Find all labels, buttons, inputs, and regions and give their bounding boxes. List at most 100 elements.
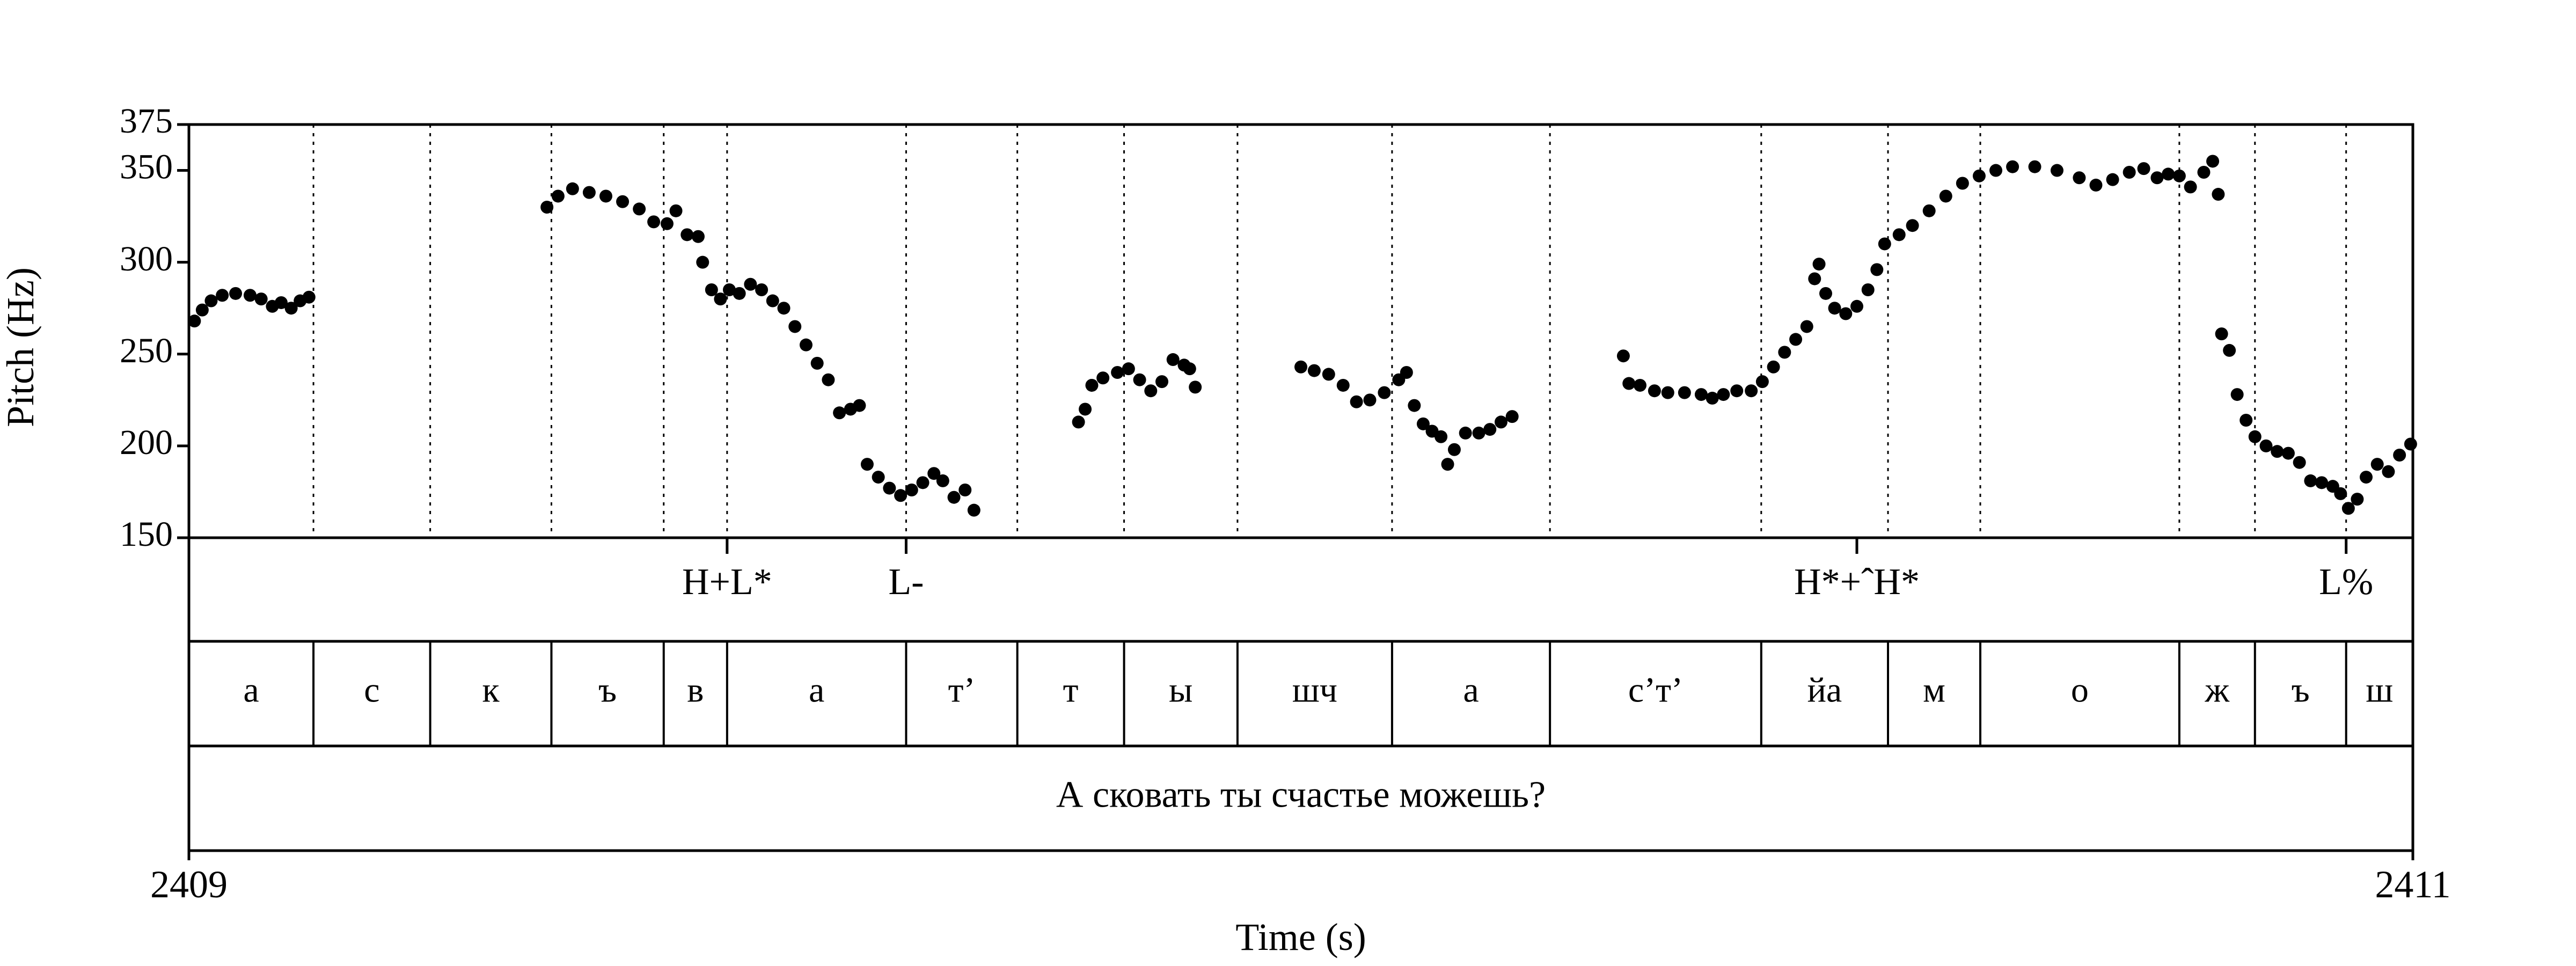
pitch-point — [1892, 228, 1906, 241]
pitch-point — [1122, 362, 1135, 376]
pitch-point — [1839, 307, 1853, 320]
tone-label: H+L* — [682, 561, 772, 603]
pitch-point — [1155, 375, 1168, 389]
pitch-point — [1694, 388, 1708, 401]
pitch-point — [566, 182, 579, 195]
pitch-point — [1183, 362, 1196, 376]
pitch-point — [733, 287, 746, 300]
pitch-point — [2150, 171, 2164, 185]
pitch-point — [1441, 458, 1454, 471]
pitch-point — [691, 230, 705, 243]
tone-tier: H+L* L- H*+ˆH* L% — [187, 536, 2414, 643]
pitch-point — [2212, 188, 2225, 201]
tone-marks: H+L* L- H*+ˆH* L% — [682, 538, 2373, 603]
pitch-point — [936, 474, 949, 487]
pitch-point — [714, 292, 727, 306]
pitch-point — [1808, 272, 1821, 286]
pitch-point — [660, 217, 674, 230]
pitch-point — [1956, 177, 1969, 190]
pitch-point — [2162, 167, 2175, 181]
pitch-point — [916, 476, 930, 489]
segment-tier: а с к ъ в а т’ т ы шч а с’т’ йа м о ж ъ ш — [187, 640, 2414, 748]
pitch-point — [833, 406, 846, 420]
segment-label: а — [809, 671, 824, 710]
pitch-point — [2304, 474, 2317, 487]
segment-label: о — [2071, 671, 2089, 710]
y-tick-label: 300 — [120, 239, 173, 279]
pitch-point — [1085, 378, 1099, 392]
pitch-point — [1166, 353, 1180, 367]
pitch-point — [1133, 373, 1146, 386]
pitch-point — [1111, 366, 1124, 379]
pitch-point — [616, 195, 630, 208]
pitch-point — [1408, 399, 1421, 412]
segment-label: ъ — [598, 671, 617, 710]
pitch-point — [1789, 333, 1803, 346]
pitch-point — [1828, 302, 1841, 315]
y-tick-label: 375 — [120, 101, 173, 141]
pitch-point — [1079, 402, 1092, 416]
pitch-point — [1861, 283, 1875, 296]
pitch-point — [1922, 204, 1936, 217]
segment-label: ж — [2205, 671, 2230, 710]
pitch-point — [1633, 378, 1646, 392]
pitch-point — [2089, 178, 2103, 192]
x-start-tick-label: 2409 — [150, 863, 228, 906]
pitch-point — [633, 202, 646, 216]
x-end-tick-label: 2411 — [2375, 863, 2450, 906]
pitch-point — [872, 471, 885, 484]
tone-label: L% — [2319, 561, 2373, 603]
segment-label: с — [364, 671, 379, 710]
pitch-point — [1294, 360, 1307, 374]
pitch-point — [1850, 299, 1863, 313]
pitch-point — [1472, 426, 1485, 440]
segment-label: к — [482, 671, 500, 710]
segment-label: ш — [2366, 671, 2393, 710]
pitch-point — [1416, 417, 1430, 430]
pitch-point — [1870, 263, 1884, 276]
pitch-point — [1906, 219, 1919, 232]
pitch-point — [2172, 169, 2186, 182]
pitch-point — [1730, 384, 1744, 398]
pitch-point — [2050, 164, 2063, 177]
pitch-point — [669, 204, 683, 217]
pitch-point — [2215, 327, 2228, 341]
pitch-point — [722, 283, 736, 296]
pitch-point — [2073, 171, 2086, 185]
pitch-point — [947, 491, 961, 504]
y-tick-label: 200 — [120, 423, 173, 462]
y-tick-label: 350 — [120, 148, 173, 187]
pitch-point — [2315, 476, 2329, 489]
pitch-point — [1678, 386, 1691, 399]
pitch-point — [2393, 449, 2406, 462]
pitch-point — [302, 290, 316, 304]
pitch-point — [1336, 378, 1350, 392]
pitch-point — [1778, 346, 1791, 359]
pitch-point — [540, 201, 554, 214]
pitch-panel: 150 200 250 300 350 375 — [120, 101, 2417, 554]
pitch-point — [788, 320, 802, 333]
pitch-point — [2106, 173, 2119, 186]
pitch-point — [1144, 384, 1158, 398]
pitch-point — [216, 289, 229, 302]
segment-marks: а с к ъ в а т’ т ы шч а с’т’ йа м о ж ъ ш — [243, 641, 2393, 746]
pitch-point — [958, 484, 972, 497]
pitch-point — [696, 255, 709, 269]
pitch-point — [2197, 165, 2211, 179]
pitch-point — [822, 373, 835, 386]
pitch-point — [2240, 413, 2253, 427]
pitch-point — [599, 189, 612, 203]
segment-label: с’т’ — [1628, 671, 1683, 710]
segment-label: йа — [1807, 671, 1842, 710]
pitch-point — [1494, 415, 1507, 429]
pitch-point — [2404, 437, 2417, 451]
segment-label: ы — [1169, 671, 1192, 710]
pitch-point — [254, 292, 268, 306]
pitch-point — [2230, 388, 2244, 401]
pitch-point — [1819, 287, 1832, 300]
segment-label: т’ — [948, 671, 976, 710]
pitch-point — [1878, 237, 1891, 251]
pitch-point — [777, 302, 791, 315]
pitch-point — [1755, 375, 1769, 389]
pitch-point — [2028, 160, 2041, 173]
